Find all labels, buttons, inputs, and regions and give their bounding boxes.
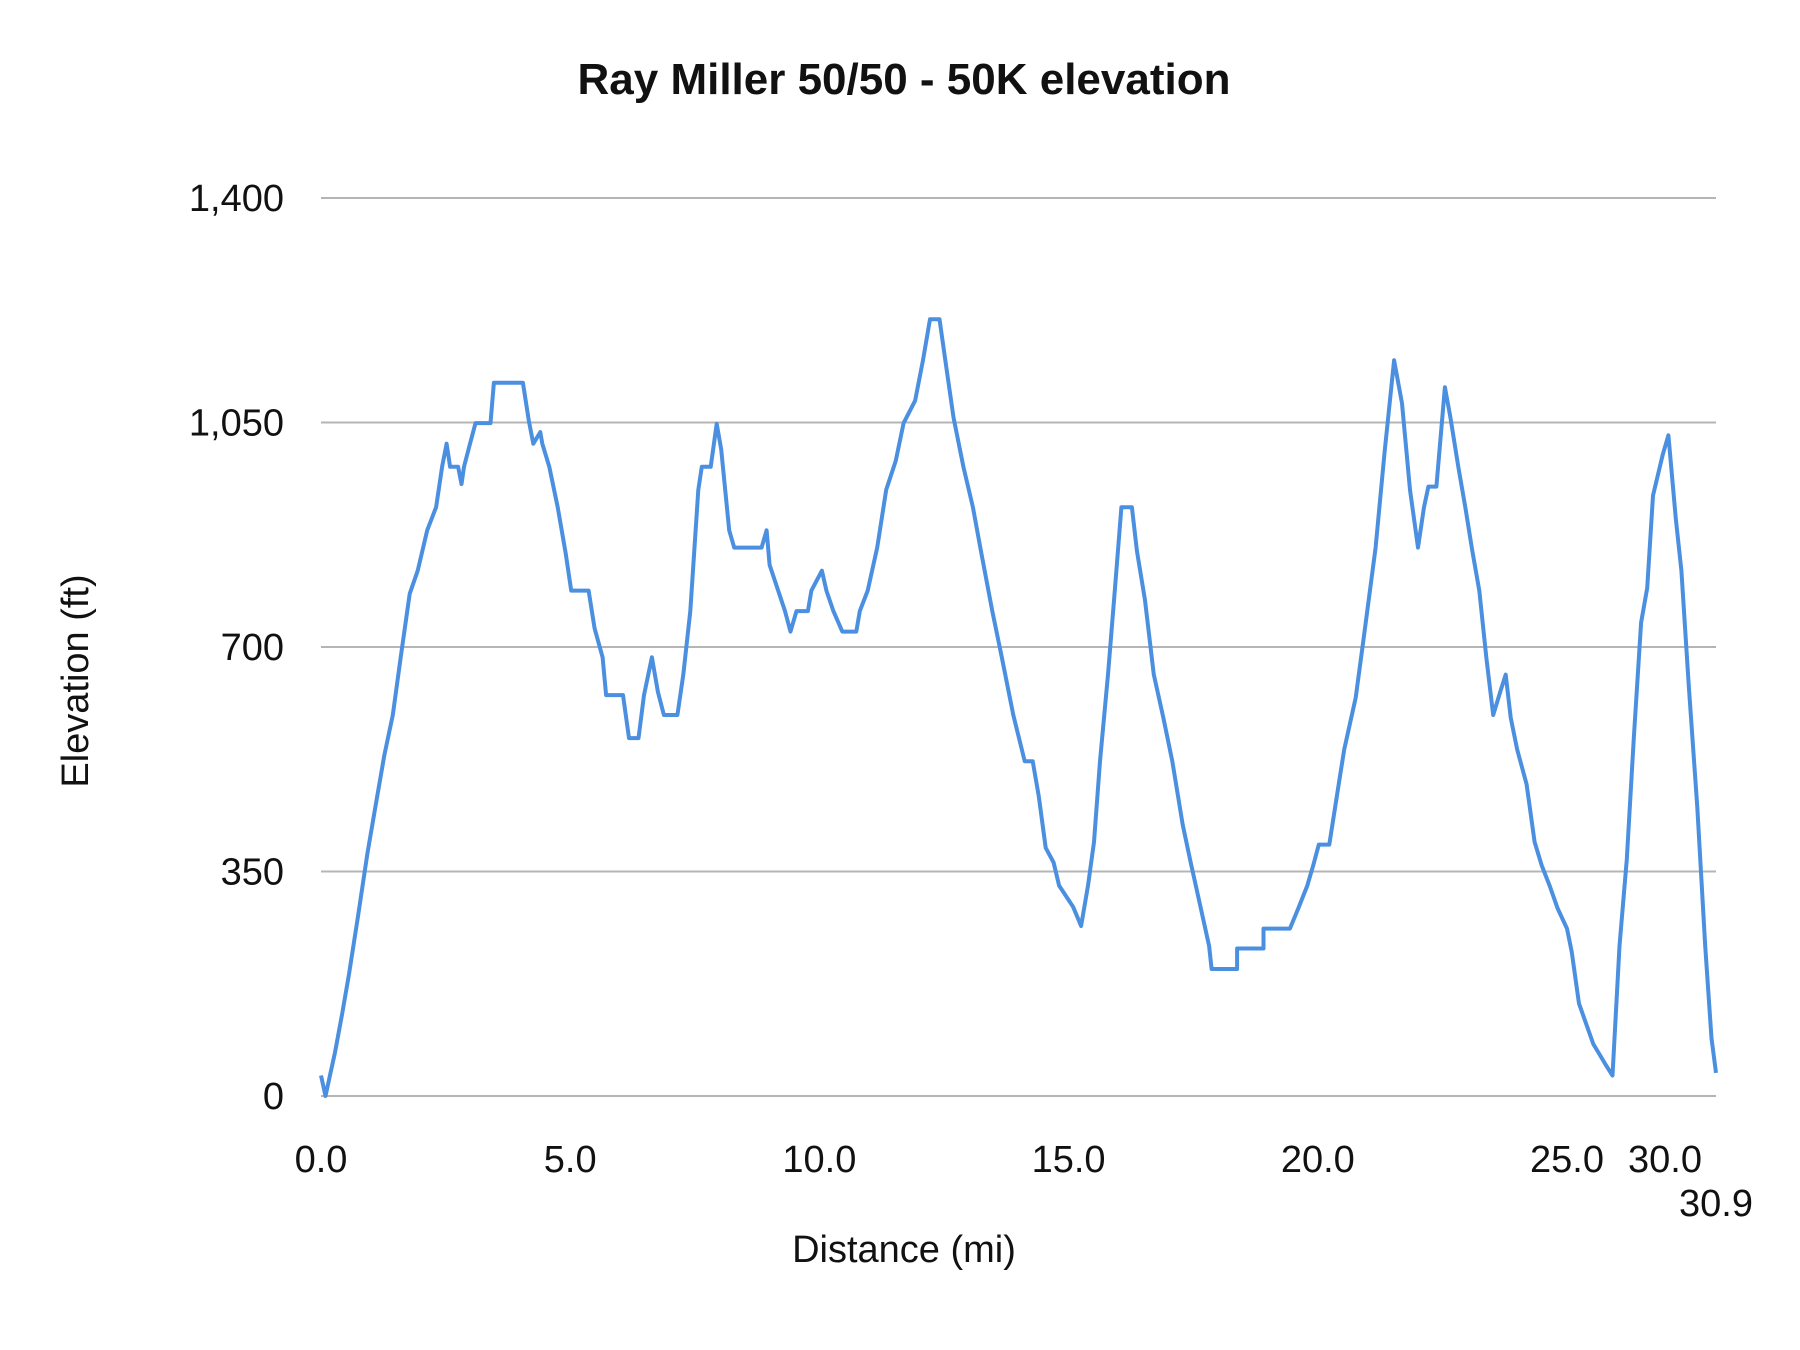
y-axis-label: Elevation (ft) [55,574,97,787]
elevation-line [319,317,1718,1098]
y-tick-label: 1,400 [189,178,284,220]
x-tick-label: 25.0 [1530,1139,1604,1181]
y-tick-label: 1,050 [189,403,284,445]
x-tick-label: 5.0 [544,1139,597,1181]
x-tick-label: 15.0 [1032,1139,1106,1181]
x-tick-label: 30.0 [1628,1139,1702,1181]
x-tick-label: 20.0 [1281,1139,1355,1181]
y-axis-ticks: 0 350 700 1,050 1,400 [189,178,284,1118]
gridlines [321,197,1716,1097]
chart-title: Ray Miller 50/50 - 50K elevation [578,55,1231,104]
x-tick-label: 30.9 [1679,1183,1753,1225]
x-tick-label: 10.0 [782,1139,856,1181]
y-tick-label: 700 [221,627,284,669]
y-tick-label: 0 [263,1076,284,1118]
x-axis-label: Distance (mi) [792,1229,1016,1271]
y-tick-label: 350 [221,852,284,894]
x-axis-ticks: 0.0 5.0 10.0 15.0 20.0 25.0 30.030.9 [295,1139,1753,1225]
x-tick-label: 0.0 [295,1139,348,1181]
